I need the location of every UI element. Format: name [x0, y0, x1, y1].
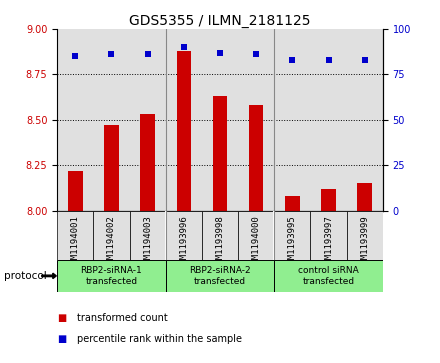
Bar	[176, 51, 191, 211]
Text: GSM1194001: GSM1194001	[71, 215, 80, 269]
Point	[289, 57, 296, 63]
Bar	[274, 211, 311, 260]
Bar	[285, 196, 300, 211]
Point	[361, 57, 368, 63]
Text: GSM1194000: GSM1194000	[252, 215, 260, 269]
Text: GSM1194003: GSM1194003	[143, 215, 152, 269]
Bar	[238, 211, 274, 260]
Point	[144, 52, 151, 57]
Bar	[274, 260, 383, 291]
Text: RBP2-siRNA-2
transfected: RBP2-siRNA-2 transfected	[189, 266, 251, 286]
Text: GSM1193999: GSM1193999	[360, 215, 369, 269]
Bar	[57, 211, 93, 260]
Text: GSM1194002: GSM1194002	[107, 215, 116, 269]
Bar	[166, 260, 274, 291]
Text: ■: ■	[57, 313, 66, 323]
Bar	[213, 96, 227, 211]
Text: GSM1193996: GSM1193996	[180, 215, 188, 269]
Text: ■: ■	[57, 334, 66, 344]
Bar	[140, 114, 155, 211]
Point	[108, 52, 115, 57]
Text: percentile rank within the sample: percentile rank within the sample	[77, 334, 242, 344]
Text: protocol: protocol	[4, 271, 47, 281]
Text: control siRNA
transfected: control siRNA transfected	[298, 266, 359, 286]
Bar	[311, 211, 347, 260]
Text: GSM1193995: GSM1193995	[288, 215, 297, 269]
Bar	[202, 211, 238, 260]
Text: transformed count: transformed count	[77, 313, 168, 323]
Bar	[104, 125, 119, 211]
Text: GSM1193998: GSM1193998	[216, 215, 224, 269]
Bar	[129, 211, 166, 260]
Bar	[347, 211, 383, 260]
Bar	[321, 189, 336, 211]
Bar	[57, 260, 166, 291]
Text: RBP2-siRNA-1
transfected: RBP2-siRNA-1 transfected	[81, 266, 143, 286]
Point	[216, 50, 224, 56]
Title: GDS5355 / ILMN_2181125: GDS5355 / ILMN_2181125	[129, 14, 311, 28]
Bar	[357, 183, 372, 211]
Point	[72, 53, 79, 59]
Point	[325, 57, 332, 63]
Bar	[249, 105, 264, 211]
Bar	[166, 211, 202, 260]
Text: GSM1193997: GSM1193997	[324, 215, 333, 269]
Point	[180, 44, 187, 50]
Bar	[68, 171, 83, 211]
Point	[253, 52, 260, 57]
Bar	[93, 211, 129, 260]
